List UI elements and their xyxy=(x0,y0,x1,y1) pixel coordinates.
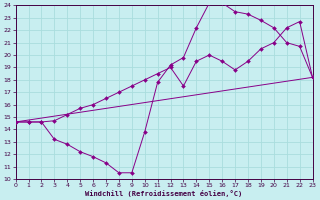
X-axis label: Windchill (Refroidissement éolien,°C): Windchill (Refroidissement éolien,°C) xyxy=(85,190,243,197)
